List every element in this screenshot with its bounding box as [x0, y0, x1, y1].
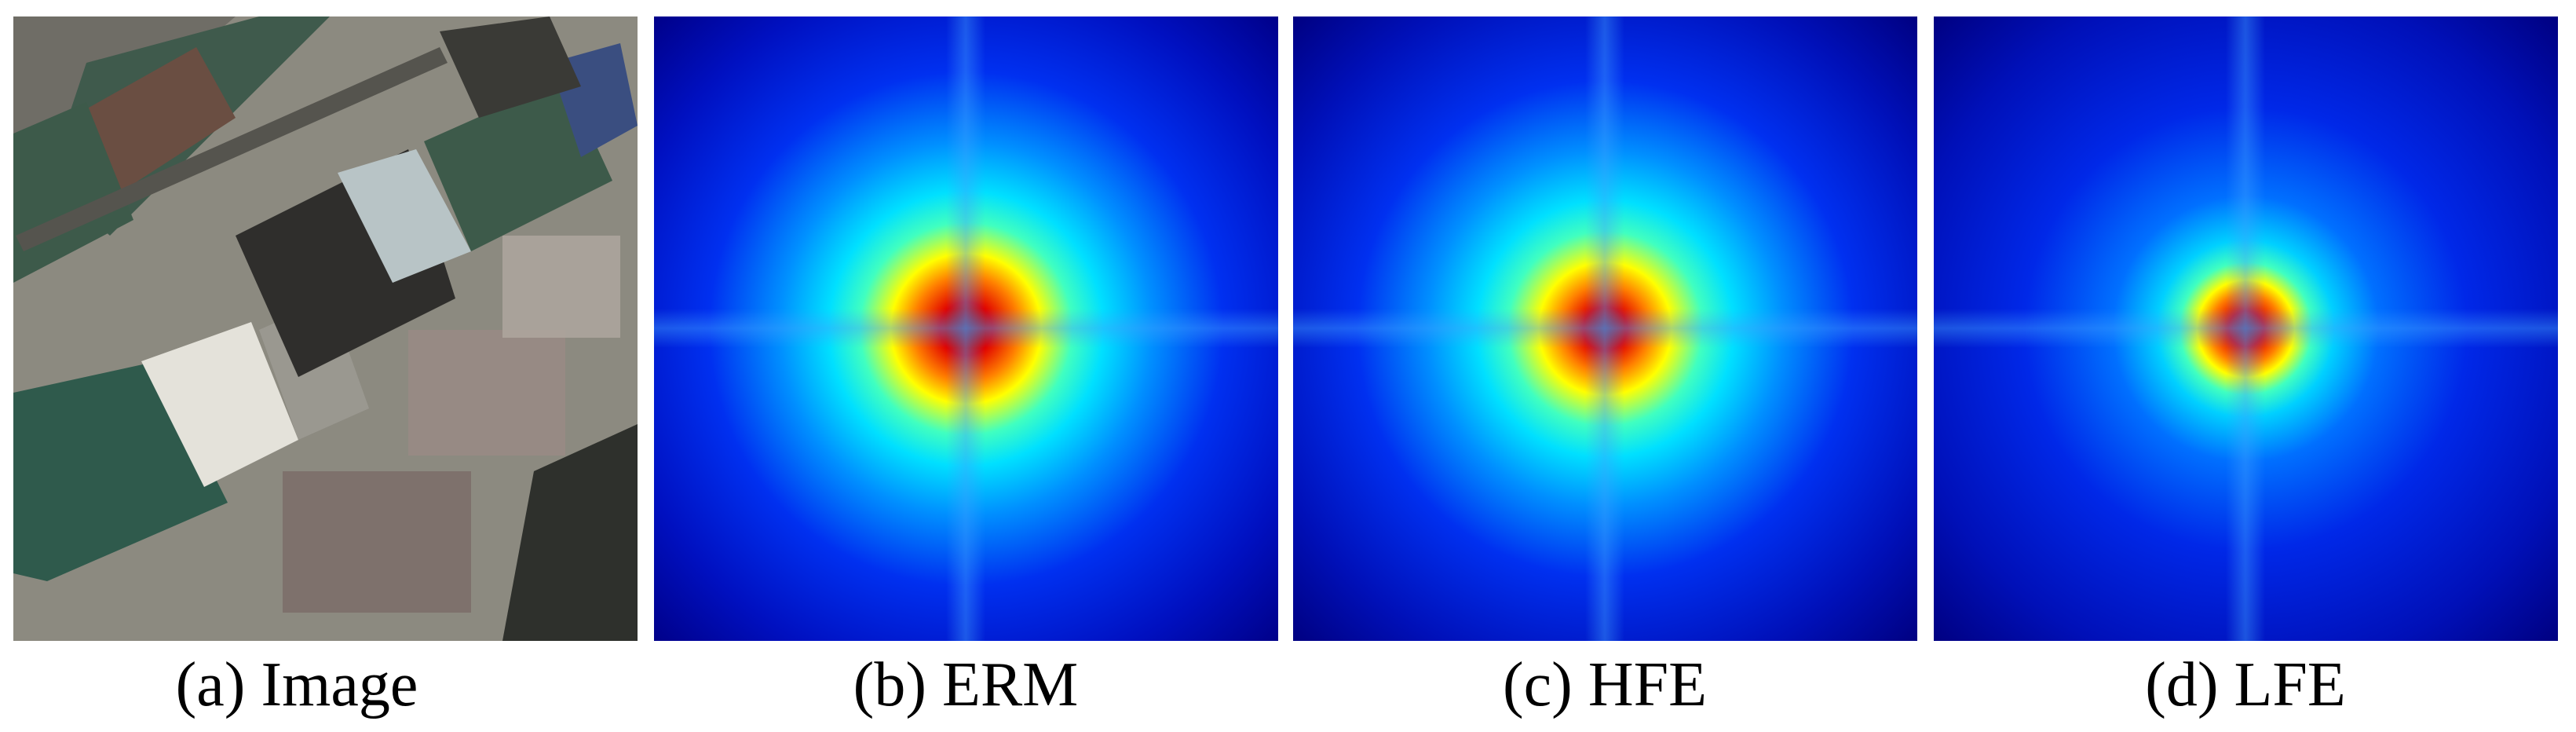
containers — [283, 471, 471, 613]
heatmap — [1934, 16, 2558, 641]
caption: (b) ERM — [853, 650, 1079, 719]
heatmap — [654, 16, 1278, 641]
water — [502, 424, 638, 641]
roof — [424, 79, 612, 251]
heatmap-cross — [946, 16, 985, 641]
heatmap-cross — [1585, 16, 1624, 641]
building — [141, 322, 298, 487]
caption: (c) HFE — [1503, 650, 1707, 719]
aerial-image — [13, 16, 638, 641]
roof — [71, 47, 236, 204]
caption: (d) LFE — [2145, 650, 2346, 719]
road — [16, 47, 448, 251]
heatmap — [1293, 16, 1917, 641]
heatmap-cross — [2226, 16, 2265, 641]
building — [338, 149, 471, 283]
caption: (a) Image — [176, 650, 418, 719]
containers — [408, 330, 565, 456]
area — [440, 16, 581, 118]
containers — [502, 236, 620, 338]
